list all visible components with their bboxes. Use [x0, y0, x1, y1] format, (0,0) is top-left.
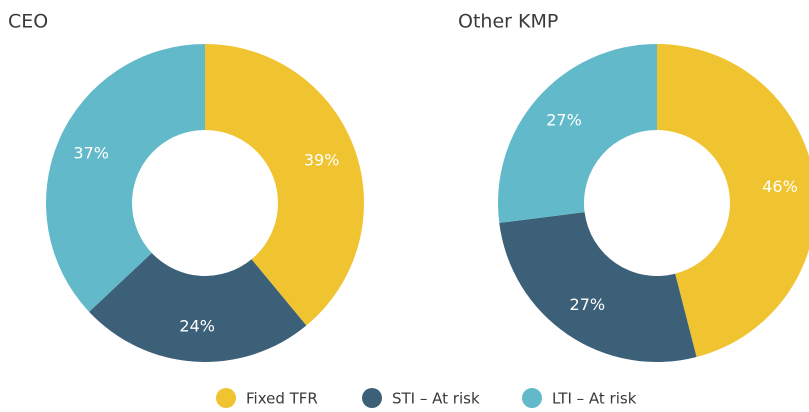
legend-label: Fixed TFR: [246, 390, 318, 408]
chart-title: Other KMP: [458, 11, 558, 33]
donut-slice: [498, 44, 657, 223]
donut-slice: [499, 212, 697, 362]
donut-slice: [657, 44, 809, 358]
legend-swatch: [522, 388, 542, 408]
legend-swatch: [216, 388, 236, 408]
value-label: 37%: [73, 143, 109, 162]
legend-label: STI – At risk: [392, 390, 480, 408]
donut-slice: [46, 44, 206, 312]
legend-swatch: [362, 388, 382, 408]
value-label: 27%: [570, 295, 606, 314]
donut-slice: [205, 44, 364, 326]
value-label: 27%: [546, 110, 582, 129]
donut-slice: [89, 252, 307, 362]
chart-title: CEO: [8, 11, 48, 33]
value-label: 39%: [304, 150, 340, 169]
legend-label: LTI – At risk: [552, 390, 637, 408]
value-label: 24%: [179, 316, 215, 335]
value-label: 46%: [762, 177, 798, 196]
